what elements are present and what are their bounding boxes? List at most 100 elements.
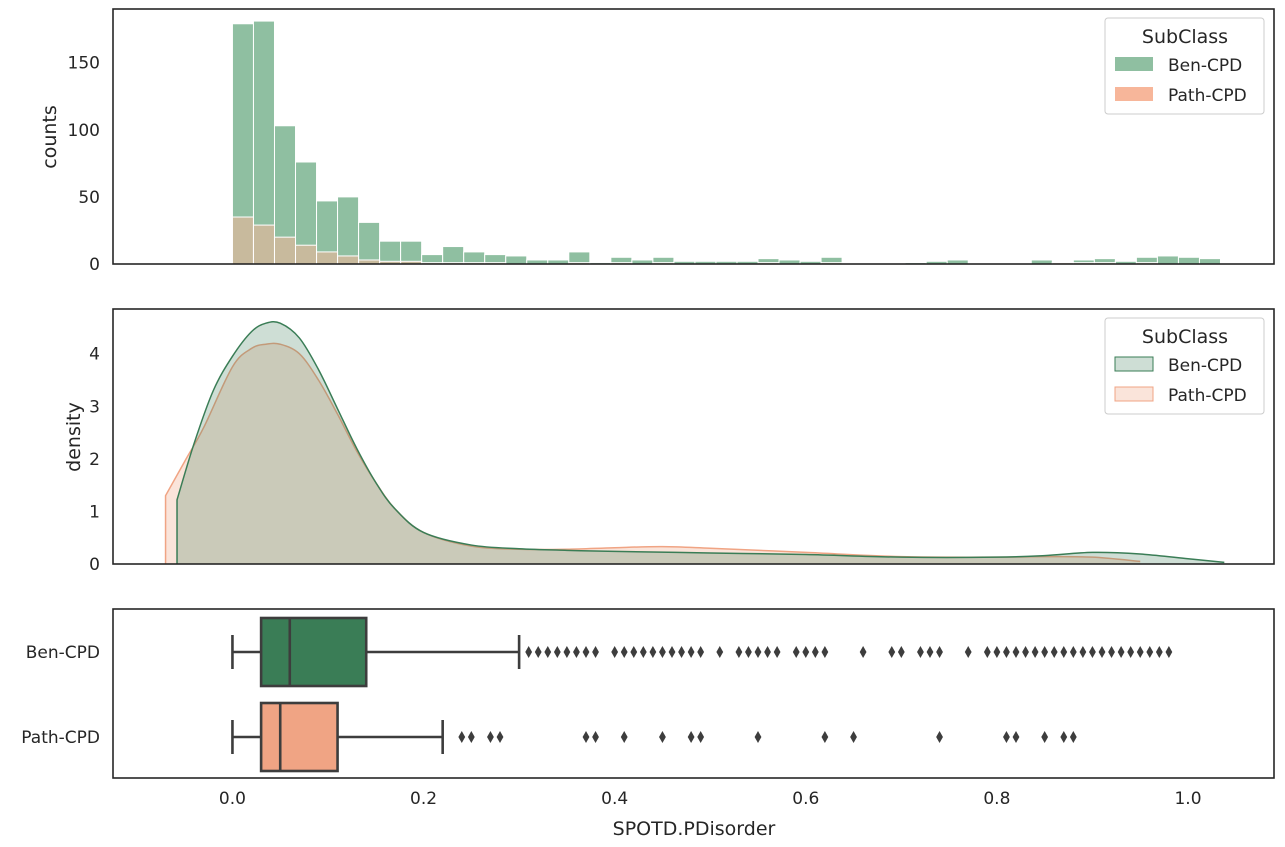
outlier-point [630, 646, 638, 658]
outlier-point [1003, 731, 1010, 743]
y-tick-label: 3 [89, 397, 100, 417]
outlier-point [1031, 646, 1039, 658]
outlier-point [897, 646, 905, 658]
outlier-point [1155, 646, 1163, 658]
outlier-point [1136, 646, 1144, 658]
outlier-point [926, 646, 934, 658]
outlier-point [1127, 646, 1135, 658]
outlier-point [582, 646, 590, 658]
outlier-point [1098, 646, 1106, 658]
y-tick-label: 2 [89, 450, 100, 470]
outlier-point [993, 646, 1001, 658]
outlier-point [1060, 731, 1068, 743]
x-tick-label: 1.0 [1174, 789, 1201, 809]
legend-swatch-ben [1114, 356, 1154, 372]
outlier-point [888, 646, 896, 658]
legend-swatch-path [1114, 386, 1154, 402]
outlier-point [544, 646, 552, 658]
hist-bar-ben [1177, 256, 1200, 265]
outlier-point [1108, 646, 1115, 658]
hist-bar-path [337, 255, 360, 265]
outlier-point [487, 731, 494, 743]
boxplot-axes-frame [112, 608, 1275, 779]
kde-area-path [165, 343, 1141, 564]
outlier-point [659, 731, 666, 743]
outlier-point [811, 646, 819, 658]
hist-bar-path [295, 244, 318, 265]
outlier-point [850, 731, 857, 743]
density-ylabel: density [63, 402, 85, 472]
outlier-point [917, 646, 924, 658]
outlier-point [821, 731, 829, 743]
outlier-point [754, 646, 762, 658]
outlier-point [1117, 646, 1125, 658]
outlier-point [563, 646, 571, 658]
outlier-point [964, 646, 972, 658]
outlier-point [611, 646, 619, 658]
hist-bar-ben [358, 221, 381, 265]
boxplot-panel: Ben-CPD Path-CPD 0.0 0.2 0.4 0.6 0.8 1.0 SPOTD.… [21, 608, 1275, 840]
legend-label-ben: Ben-CPD [1168, 56, 1242, 76]
legend-title: SubClass [1142, 326, 1228, 348]
outlier-point [745, 646, 752, 658]
y-tick-label: 150 [68, 54, 100, 74]
x-tick-label: 0.4 [601, 789, 628, 809]
box-ben [259, 616, 368, 688]
outlier-point [936, 646, 943, 658]
hist-bar-path [252, 224, 275, 265]
outlier-point [620, 731, 628, 743]
x-axis-label: SPOTD.PDisorder [613, 818, 776, 840]
outlier-point [553, 646, 561, 658]
density-panel: 0 1 2 3 4 density SubClass Ben-CPD Path-CPD [63, 308, 1275, 575]
hist-bar-path [273, 236, 297, 265]
outlier-point [1012, 646, 1020, 658]
outlier-point [678, 646, 685, 658]
outlier-point [802, 646, 810, 658]
hist-bar-ben [1156, 255, 1179, 265]
outlier-point [467, 731, 475, 743]
hist-bar-ben [337, 196, 360, 265]
legend-label-path: Path-CPD [1168, 386, 1247, 406]
outlier-point [1003, 646, 1010, 658]
hist-bar-ben [1198, 258, 1221, 265]
legend-frame [1104, 317, 1265, 415]
outlier-point [534, 646, 542, 658]
hist-bar-ben [442, 246, 465, 265]
outlier-point [983, 646, 991, 658]
outlier-point [1022, 646, 1029, 658]
outlier-point [697, 731, 705, 743]
outlier-point [1041, 646, 1049, 658]
x-tick-label: 0.8 [983, 789, 1010, 809]
outlier-point [659, 646, 666, 658]
outlier-point [764, 646, 771, 658]
x-tick-label: 0.6 [792, 789, 819, 809]
outlier-point [1079, 646, 1087, 658]
y-tick-label: 1 [89, 502, 100, 522]
outlier-point [496, 731, 504, 743]
hist-bar-ben [400, 240, 423, 265]
y-tick-label: 100 [68, 121, 100, 141]
outlier-point [735, 646, 743, 658]
y-tick-label: 0 [89, 555, 100, 575]
hist-bar-ben [505, 255, 528, 265]
outlier-point [1069, 731, 1077, 743]
outlier-point [936, 731, 943, 743]
density-axes-frame [112, 308, 1275, 565]
y-tick-label: Path-CPD [21, 728, 100, 748]
outlier-point [859, 646, 867, 658]
density-legend: SubClass Ben-CPD Path-CPD [1104, 317, 1265, 415]
outlier-point [687, 646, 695, 658]
hist-bar-ben [379, 240, 402, 265]
outlier-point [687, 731, 695, 743]
outlier-point [697, 646, 705, 658]
outlier-point [1089, 646, 1096, 658]
legend-swatch-path [1115, 87, 1153, 101]
x-tick-label: 0.0 [219, 789, 246, 809]
outlier-point [639, 646, 647, 658]
outlier-point [582, 731, 590, 743]
y-tick-label: 50 [78, 188, 100, 208]
outlier-point [1041, 731, 1049, 743]
outlier-point [525, 646, 533, 658]
hist-bar-path [316, 251, 339, 265]
